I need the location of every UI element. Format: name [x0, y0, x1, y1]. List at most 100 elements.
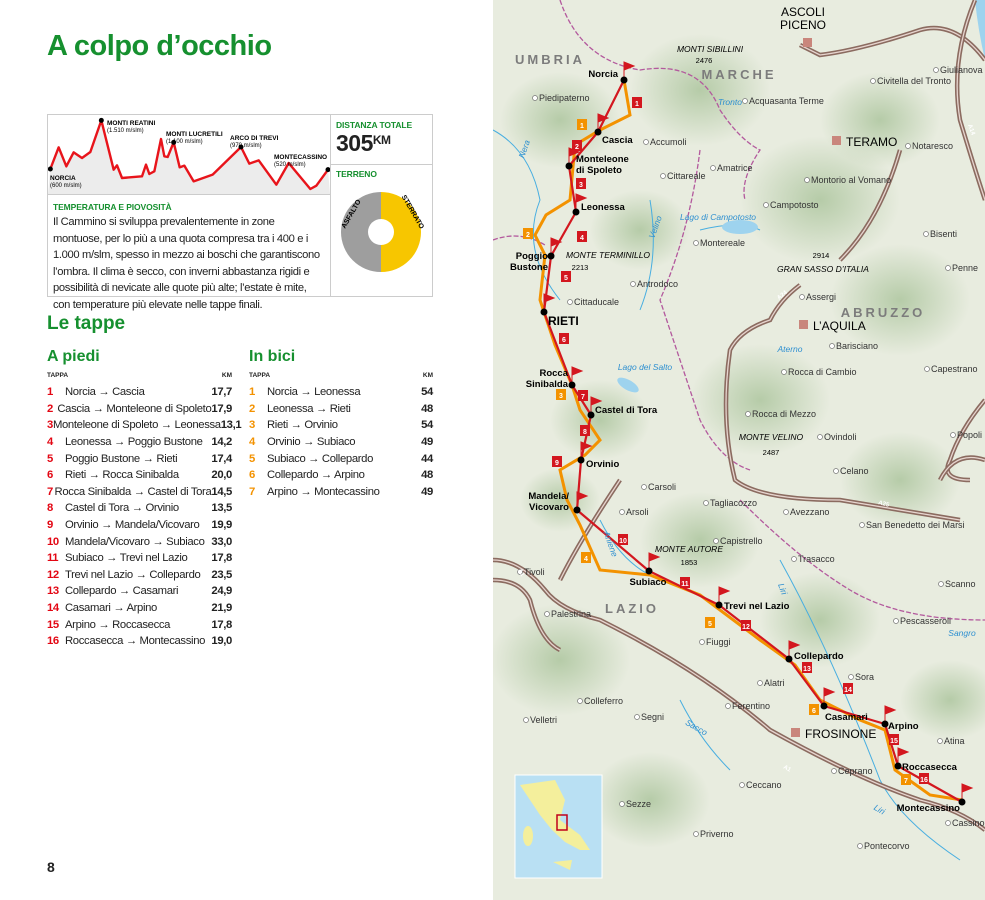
- stop-label: Casamari: [825, 712, 868, 723]
- town-label: Campotosto: [770, 200, 819, 210]
- town-marker: [829, 343, 835, 349]
- stop-marker[interactable]: [568, 381, 576, 389]
- town-label: Amatrice: [717, 163, 753, 173]
- stage-row: 6 Rieti → Rocca Sinibalda 20,0: [47, 467, 232, 484]
- walk-col-km: KM: [221, 372, 232, 379]
- water-label: Lago di Campotosto: [680, 212, 756, 222]
- bike-stage-badge: [523, 228, 533, 239]
- city-label: FROSINONE: [805, 727, 876, 741]
- stop-marker[interactable]: [577, 456, 585, 464]
- stage-km: 13,1: [220, 419, 242, 432]
- stop-marker[interactable]: [958, 798, 966, 806]
- stage-km: 23,5: [211, 568, 232, 581]
- stage-route: Arpino → Montecassino: [267, 485, 380, 498]
- walk-col-stage: TAPPA: [47, 372, 69, 379]
- stage-flag-icon: [576, 491, 589, 510]
- stage-row: 10 Mandela/Vicovaro → Subiaco 33,0: [47, 533, 232, 550]
- town-marker: [848, 674, 854, 680]
- town-label: Cittareale: [667, 171, 706, 181]
- water-label: Aterno: [776, 344, 802, 354]
- town-label: Popoli: [957, 430, 982, 440]
- stage-flag-icon: [961, 783, 974, 802]
- city-marker: [832, 136, 841, 145]
- stage-km: 17,9: [211, 402, 232, 415]
- stop-label: Monteleone di Spoleto: [576, 154, 629, 176]
- stage-row: 7 Rocca Sinibalda → Castel di Tora 14,5: [47, 484, 232, 501]
- city-label: TERAMO: [846, 135, 897, 149]
- relief-shading: [493, 604, 630, 716]
- river: [779, 559, 961, 861]
- stage-km: 49: [421, 485, 433, 498]
- stop-marker[interactable]: [881, 720, 889, 728]
- stop-label: Poggio Bustone: [510, 251, 548, 273]
- walk-stage-number: 3: [579, 182, 583, 189]
- town-marker: [641, 484, 647, 490]
- stage-number: 9: [47, 519, 53, 532]
- stage-route: Leonessa → Poggio Bustone: [65, 436, 203, 449]
- town-marker: [725, 703, 731, 709]
- stop-marker[interactable]: [572, 208, 580, 216]
- sardinia-shape: [523, 826, 533, 846]
- stage-number: 12: [47, 568, 59, 581]
- stop-marker[interactable]: [547, 252, 555, 260]
- highway-label: A1: [516, 568, 525, 578]
- walk-stage-number: 14: [844, 687, 852, 694]
- walk-stage-number: 6: [562, 337, 566, 344]
- distance-number: 305: [336, 130, 373, 156]
- highway-label: A25: [877, 500, 890, 509]
- town-label: Ceccano: [746, 780, 782, 790]
- stop-label: Cascia: [602, 135, 633, 146]
- walk-table: A piedi TAPPA KM 1 Norcia → Cascia 17,7 2 Cas…: [47, 348, 242, 650]
- distance-label: DISTANZA TOTALE: [336, 120, 413, 130]
- city-marker: [799, 320, 808, 329]
- town-marker: [713, 538, 719, 544]
- stage-number: 5: [47, 452, 53, 465]
- region-border: [559, 0, 761, 201]
- highway-center: [939, 456, 985, 481]
- peak-label: MONTI SIBILLINI: [677, 44, 744, 54]
- town-marker: [804, 177, 810, 183]
- stop-marker[interactable]: [820, 702, 828, 710]
- walk-stage-number: 9: [555, 460, 559, 467]
- town-marker: [933, 67, 939, 73]
- stop-marker[interactable]: [594, 128, 602, 136]
- relief-shading: [630, 34, 770, 146]
- stop-marker[interactable]: [540, 308, 548, 316]
- region-label: ABRUZZO: [841, 305, 926, 320]
- town-marker: [577, 698, 583, 704]
- bike-stage-number: 2: [526, 232, 530, 239]
- stop-marker[interactable]: [587, 411, 595, 419]
- town-marker: [630, 281, 636, 287]
- stage-row: 6 Collepardo → Arpino 48: [249, 467, 433, 484]
- stop-marker[interactable]: [785, 655, 793, 663]
- stage-km: 48: [421, 469, 433, 482]
- town-marker: [757, 680, 763, 686]
- walk-stage-badge: [889, 734, 899, 745]
- stop-marker[interactable]: [573, 506, 581, 514]
- stop-marker[interactable]: [620, 76, 628, 84]
- stop-label: Trevi nel Lazio: [724, 601, 790, 612]
- profile-point: [98, 117, 104, 123]
- stop-marker[interactable]: [565, 162, 573, 170]
- town-marker: [763, 202, 769, 208]
- water-label: Sangro: [948, 628, 976, 638]
- stage-number: 14: [47, 602, 59, 615]
- town-label: Civitella del Tronto: [877, 76, 951, 86]
- stage-route: Orvinio → Subiaco: [267, 436, 356, 449]
- relief-shading: [640, 492, 760, 588]
- stop-marker[interactable]: [894, 762, 902, 770]
- town-marker: [937, 738, 943, 744]
- stop-marker[interactable]: [645, 567, 653, 575]
- walk-stage-badge: [919, 773, 929, 784]
- profile-point: [47, 166, 53, 172]
- stage-row: 11 Subiaco → Trevi nel Lazio 17,8: [47, 550, 232, 567]
- bike-stage-badge: [809, 704, 819, 715]
- stop-label: Mandela/Vicovaro: [528, 491, 569, 513]
- town-marker: [893, 618, 899, 624]
- relief-shading: [590, 190, 690, 270]
- region-label: LAZIO: [605, 601, 659, 616]
- stop-label: Collepardo: [794, 651, 844, 662]
- bike-stage-number: 5: [708, 621, 712, 628]
- stop-marker[interactable]: [715, 601, 723, 609]
- region-border: [659, 149, 751, 471]
